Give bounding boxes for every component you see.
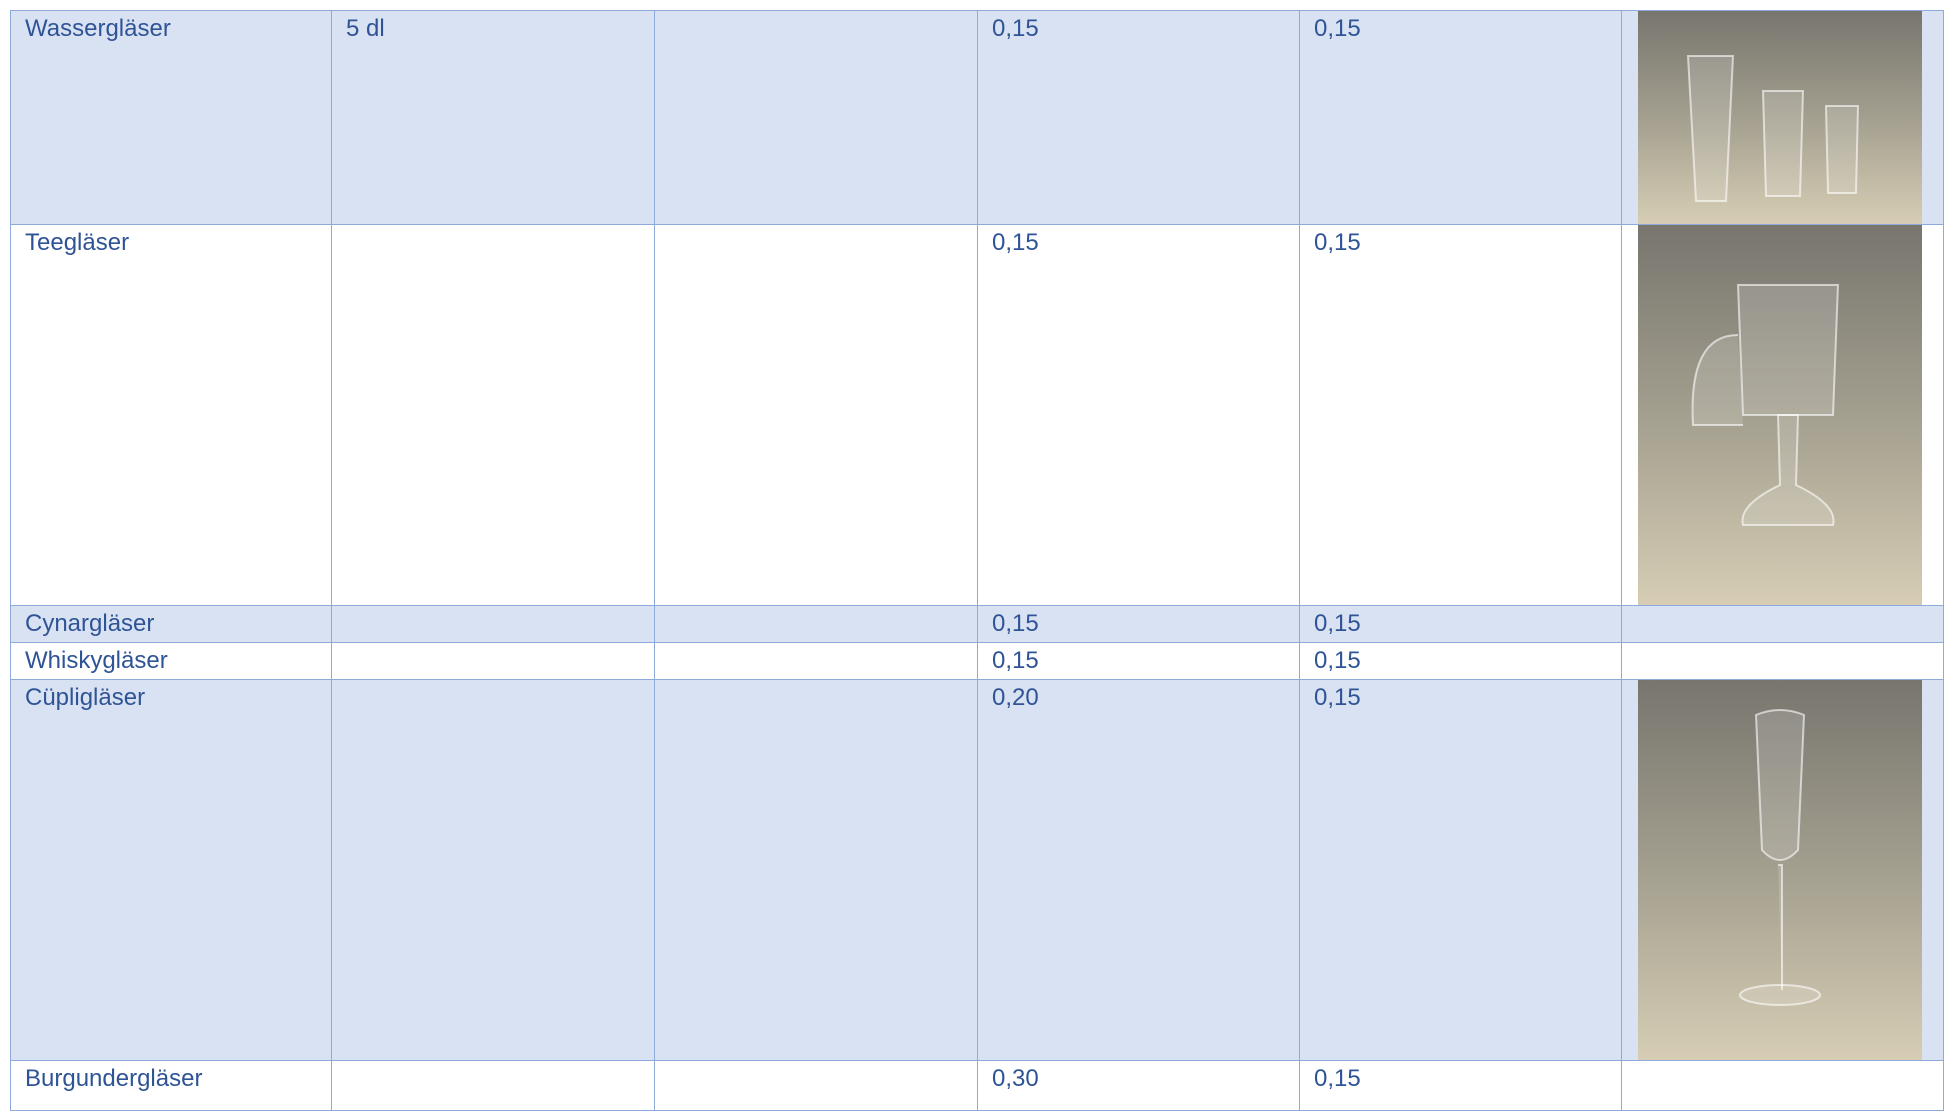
photo bbox=[1638, 680, 1922, 1060]
photo bbox=[1638, 11, 1922, 224]
cell bbox=[332, 643, 655, 680]
cell: 0,15 bbox=[1300, 606, 1622, 643]
cell bbox=[332, 225, 655, 606]
cell: 0,15 bbox=[1300, 680, 1622, 1061]
page: {"table": {"rows": [ {"item": "Wasserglä… bbox=[0, 0, 1946, 1092]
glass-drawing bbox=[1638, 680, 1922, 1060]
cell: Wassergläser bbox=[11, 11, 332, 225]
cell: 0,15 bbox=[1300, 225, 1622, 606]
table-row: Cüpligläser 0,20 0,15 bbox=[11, 680, 1944, 1061]
cell bbox=[332, 606, 655, 643]
cell bbox=[332, 1061, 655, 1111]
glass-drawing bbox=[1638, 225, 1922, 605]
glass-table: Wassergläser 5 dl 0,15 0,15 Teegläser 0,… bbox=[10, 10, 1944, 1111]
cell: 0,15 bbox=[1300, 643, 1622, 680]
table-row: Whiskygläser 0,15 0,15 bbox=[11, 643, 1944, 680]
cell bbox=[1622, 11, 1944, 225]
cell bbox=[1622, 225, 1944, 606]
cell: Burgundergläser bbox=[11, 1061, 332, 1111]
cell: 0,15 bbox=[978, 606, 1300, 643]
cell: Cynargläser bbox=[11, 606, 332, 643]
cell: 0,15 bbox=[1300, 1061, 1622, 1111]
glass-drawing bbox=[1638, 11, 1922, 224]
cell bbox=[1622, 643, 1944, 680]
cell bbox=[655, 643, 978, 680]
cell bbox=[1622, 1061, 1944, 1111]
cell: 0,15 bbox=[1300, 11, 1622, 225]
cell: Whiskygläser bbox=[11, 643, 332, 680]
cell bbox=[655, 680, 978, 1061]
cell: 0,30 bbox=[978, 1061, 1300, 1111]
table-row: Burgundergläser 0,30 0,15 bbox=[11, 1061, 1944, 1111]
cell: Teegläser bbox=[11, 225, 332, 606]
cell: 0,15 bbox=[978, 643, 1300, 680]
cell: 0,20 bbox=[978, 680, 1300, 1061]
table-row: Teegläser 0,15 0,15 bbox=[11, 225, 1944, 606]
cell bbox=[655, 225, 978, 606]
cell bbox=[1622, 680, 1944, 1061]
cell bbox=[655, 1061, 978, 1111]
cell bbox=[332, 680, 655, 1061]
cell bbox=[655, 606, 978, 643]
document: Wassergläser 5 dl 0,15 0,15 Teegläser 0,… bbox=[0, 0, 1946, 1092]
table-row: Cynargläser 0,15 0,15 bbox=[11, 606, 1944, 643]
photo bbox=[1638, 225, 1922, 605]
cell: Cüpligläser bbox=[11, 680, 332, 1061]
cell bbox=[655, 11, 978, 225]
cell: 5 dl bbox=[332, 11, 655, 225]
cell: 0,15 bbox=[978, 11, 1300, 225]
cell bbox=[1622, 606, 1944, 643]
cell: 0,15 bbox=[978, 225, 1300, 606]
table-row: Wassergläser 5 dl 0,15 0,15 bbox=[11, 11, 1944, 225]
